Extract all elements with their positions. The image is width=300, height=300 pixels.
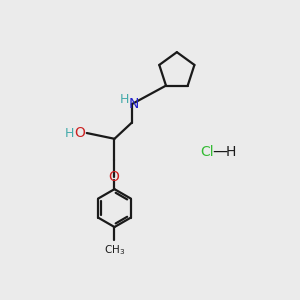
Text: —: — — [213, 144, 228, 159]
Text: CH$_3$: CH$_3$ — [104, 243, 125, 257]
Text: N: N — [129, 97, 139, 111]
Text: H: H — [226, 145, 236, 158]
Text: O: O — [75, 126, 86, 140]
Text: H: H — [65, 127, 74, 140]
Text: Cl: Cl — [200, 145, 214, 158]
Text: O: O — [108, 170, 119, 184]
Text: H: H — [120, 94, 129, 106]
